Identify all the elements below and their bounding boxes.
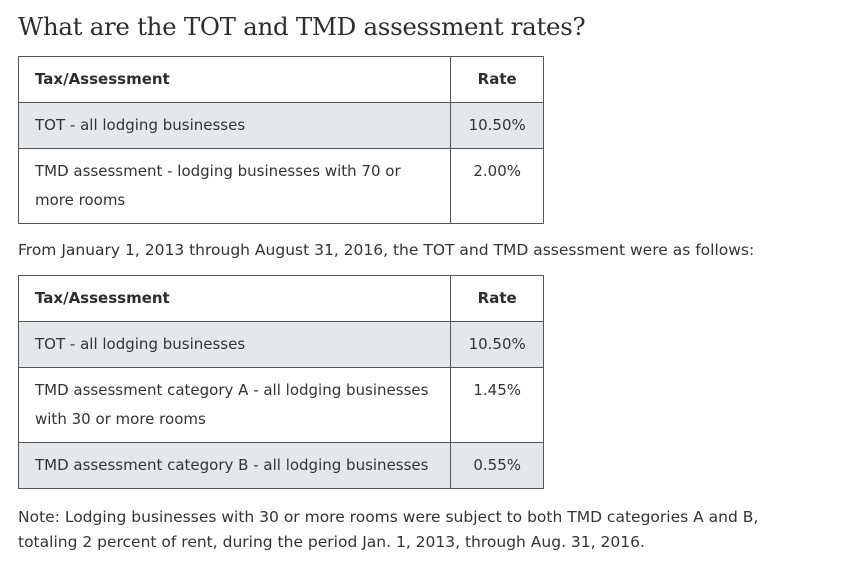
tax-cell: TMD assessment category A - all lodging …: [17, 367, 452, 443]
table-row: TOT - all lodging businesses 10.50%: [17, 321, 544, 368]
tax-cell: TMD assessment - lodging businesses with…: [17, 148, 452, 224]
rate-cell: 0.55%: [450, 442, 544, 489]
rate-cell: 1.45%: [450, 367, 544, 443]
table-row: TOT - all lodging businesses 10.50%: [17, 102, 544, 149]
rate-column-header: Rate: [450, 275, 544, 322]
table-row: TMD assessment category B - all lodging …: [17, 442, 544, 489]
table-header-row: Tax/Assessment Rate: [17, 56, 544, 103]
footnote: Note: Lodging businesses with 30 or more…: [18, 508, 759, 551]
tax-column-header: Tax/Assessment: [17, 275, 452, 322]
rate-cell: 2.00%: [450, 148, 544, 224]
table-row: TMD assessment category A - all lodging …: [17, 367, 544, 443]
rate-column-header: Rate: [450, 56, 544, 103]
tax-cell: TOT - all lodging businesses: [17, 102, 452, 149]
past-rates-table: Tax/Assessment Rate TOT - all lodging bu…: [17, 275, 544, 489]
tax-cell: TMD assessment category B - all lodging …: [17, 442, 452, 489]
table-header-row: Tax/Assessment Rate: [17, 275, 544, 322]
tax-column-header: Tax/Assessment: [17, 56, 452, 103]
rate-cell: 10.50%: [450, 321, 544, 368]
table-row: TMD assessment - lodging businesses with…: [17, 148, 544, 224]
rate-cell: 10.50%: [450, 102, 544, 149]
tax-cell: TOT - all lodging businesses: [17, 321, 452, 368]
current-rates-table: Tax/Assessment Rate TOT - all lodging bu…: [17, 56, 544, 224]
past-rates-intro: From January 1, 2013 through August 31, …: [18, 241, 755, 259]
page-heading: What are the TOT and TMD assessment rate…: [18, 12, 586, 41]
